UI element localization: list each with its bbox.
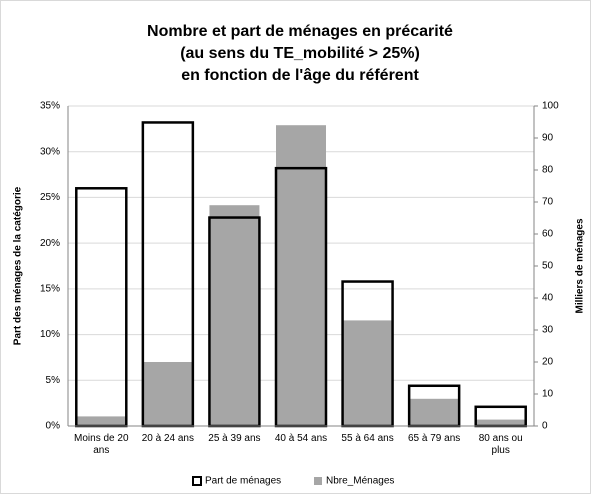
y2-tick-label: 20: [542, 357, 554, 368]
x-tick-label: Moins de 20 ans: [74, 433, 129, 456]
y-tick-label: 25%: [40, 192, 60, 203]
bar: [276, 125, 326, 426]
bar: [142, 362, 193, 426]
y-tick-label: 30%: [40, 146, 60, 157]
y2-tick-label: 100: [542, 101, 559, 112]
chart-title: en fonction de l'âge du référent: [181, 67, 419, 84]
y-tick-label: 0%: [46, 421, 61, 432]
y2-axis-label: Milliers de ménages: [575, 218, 586, 313]
y2-tick-label: 70: [542, 197, 554, 208]
y-tick-label: 10%: [40, 329, 60, 340]
chart-title: (au sens du TE_mobilité > 25%): [180, 45, 420, 62]
y2-tick-label: 0: [542, 421, 548, 432]
x-tick-label: 65 à 79 ans: [408, 433, 461, 444]
y2-tick-label: 40: [542, 293, 554, 304]
y-tick-label: 15%: [40, 283, 60, 294]
y-axis-label: Part des ménages de la catégorie: [13, 186, 24, 345]
y-tick-label: 5%: [46, 375, 61, 386]
y-tick-label: 35%: [40, 101, 60, 112]
x-tick-label: 80 ans ou plus: [478, 433, 523, 456]
y2-tick-label: 80: [542, 165, 554, 176]
legend-label: Part de ménages: [205, 476, 281, 487]
x-tick-label: 25 à 39 ans: [208, 433, 261, 444]
legend-marker: [192, 476, 202, 486]
bar: [409, 398, 460, 426]
chart-title: Nombre et part de ménages en précarité: [147, 23, 453, 40]
y2-tick-label: 60: [542, 229, 554, 240]
x-tick-label: 55 à 64 ans: [341, 433, 394, 444]
y2-tick-label: 30: [542, 325, 554, 336]
legend-label: Nbre_Ménages: [326, 476, 394, 487]
bar: [342, 320, 393, 426]
legend-marker: [314, 477, 322, 485]
bar: [76, 416, 127, 426]
x-tick-label: 40 à 54 ans: [274, 433, 328, 444]
x-tick-label: 20 à 24 ans: [141, 433, 194, 444]
y2-tick-label: 50: [542, 261, 554, 272]
y-tick-label: 20%: [40, 238, 60, 249]
y2-tick-label: 10: [542, 389, 554, 400]
bar: [475, 419, 526, 426]
y2-tick-label: 90: [542, 133, 554, 144]
bar: [209, 205, 260, 426]
